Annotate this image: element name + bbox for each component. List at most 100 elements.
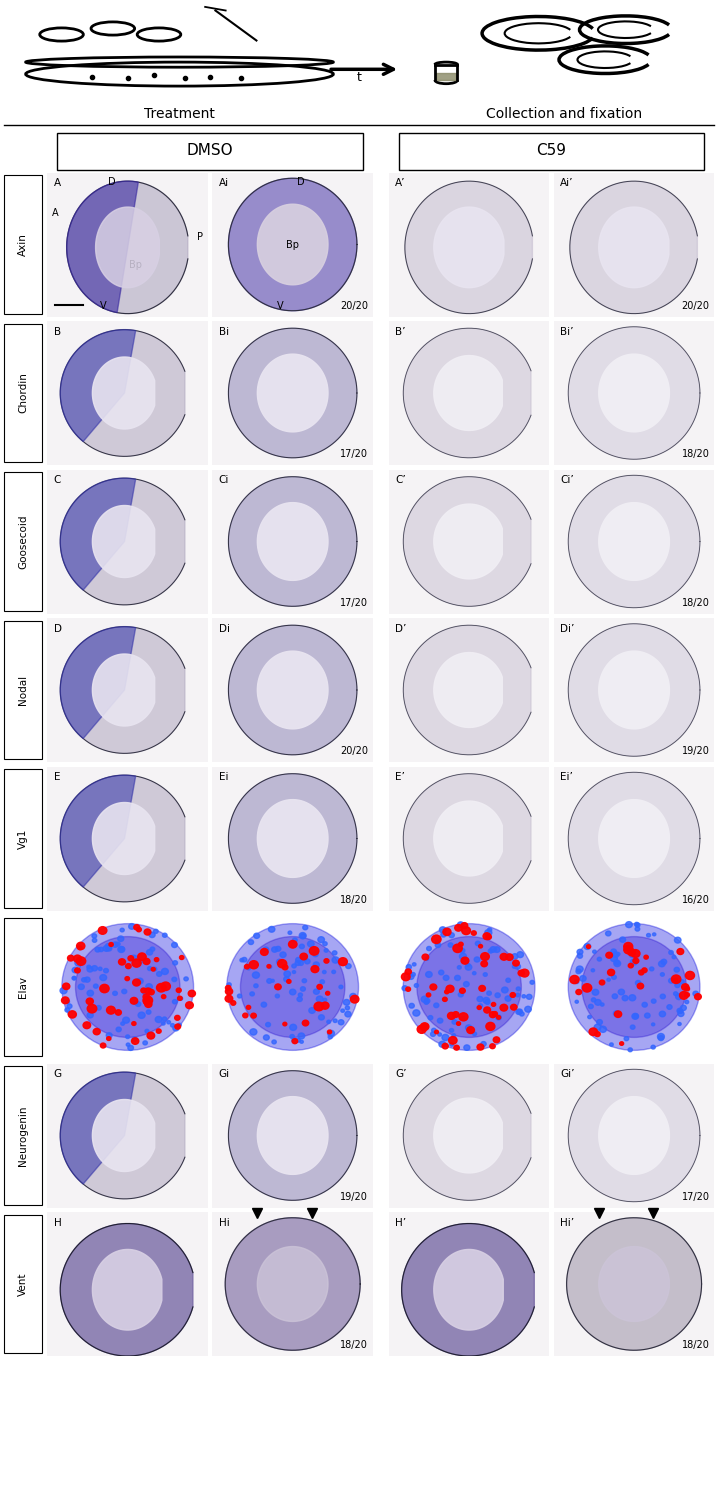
Circle shape: [154, 930, 158, 933]
Polygon shape: [257, 1246, 328, 1322]
Polygon shape: [60, 330, 136, 441]
Circle shape: [630, 954, 634, 957]
Circle shape: [230, 1000, 236, 1005]
Circle shape: [289, 940, 297, 948]
Circle shape: [588, 1005, 593, 1008]
Text: Bi: Bi: [219, 327, 229, 338]
Circle shape: [461, 1017, 465, 1020]
Polygon shape: [434, 801, 503, 876]
Circle shape: [188, 990, 195, 996]
Polygon shape: [599, 1246, 669, 1322]
Polygon shape: [401, 1224, 534, 1356]
Circle shape: [412, 963, 416, 966]
Circle shape: [438, 1034, 442, 1036]
Circle shape: [432, 1029, 436, 1032]
Circle shape: [251, 1013, 256, 1019]
Circle shape: [516, 993, 520, 998]
Circle shape: [75, 968, 80, 974]
Circle shape: [425, 957, 429, 960]
Circle shape: [506, 954, 513, 960]
Circle shape: [625, 921, 633, 927]
Circle shape: [474, 957, 480, 962]
Circle shape: [78, 946, 82, 950]
Text: 18/20: 18/20: [681, 448, 709, 459]
Bar: [398, 134, 704, 171]
Circle shape: [457, 1022, 460, 1026]
Circle shape: [138, 952, 146, 960]
Circle shape: [327, 1030, 335, 1036]
Circle shape: [118, 946, 125, 952]
Circle shape: [624, 1036, 629, 1041]
Circle shape: [633, 1014, 638, 1019]
Text: Gi’: Gi’: [560, 1070, 574, 1080]
Circle shape: [406, 987, 411, 992]
Ellipse shape: [241, 936, 345, 1038]
Circle shape: [668, 951, 673, 954]
Circle shape: [136, 1002, 141, 1007]
Circle shape: [457, 966, 461, 969]
Circle shape: [121, 1022, 124, 1026]
Polygon shape: [257, 1096, 328, 1174]
Bar: [4, 770, 42, 908]
Circle shape: [282, 964, 288, 970]
Text: DMSO: DMSO: [187, 142, 233, 158]
Circle shape: [125, 976, 129, 981]
Circle shape: [577, 950, 583, 954]
Circle shape: [592, 950, 596, 954]
Circle shape: [684, 993, 689, 998]
Circle shape: [612, 975, 616, 980]
Circle shape: [92, 934, 97, 938]
Circle shape: [275, 994, 279, 998]
Circle shape: [278, 960, 286, 968]
Polygon shape: [60, 776, 136, 886]
Circle shape: [248, 940, 253, 945]
Circle shape: [600, 1026, 607, 1032]
Circle shape: [421, 1023, 429, 1031]
Polygon shape: [93, 1100, 154, 1172]
Circle shape: [411, 972, 415, 976]
Text: G’: G’: [395, 1070, 406, 1080]
Circle shape: [651, 999, 656, 1004]
Circle shape: [292, 964, 297, 968]
Circle shape: [131, 956, 137, 962]
Circle shape: [300, 952, 307, 960]
Circle shape: [145, 1029, 149, 1033]
Circle shape: [134, 1000, 139, 1005]
Circle shape: [157, 1029, 161, 1033]
Circle shape: [301, 956, 307, 962]
Circle shape: [449, 1036, 457, 1044]
Polygon shape: [228, 1071, 357, 1200]
Circle shape: [253, 972, 259, 978]
Circle shape: [594, 1024, 601, 1030]
Circle shape: [517, 1010, 523, 1014]
Text: Treatment: Treatment: [144, 106, 215, 122]
Circle shape: [113, 992, 117, 996]
Circle shape: [632, 1014, 638, 1020]
Circle shape: [661, 994, 666, 999]
Circle shape: [149, 932, 155, 938]
Circle shape: [297, 998, 302, 1002]
Polygon shape: [60, 478, 136, 590]
Circle shape: [300, 934, 306, 939]
Polygon shape: [568, 772, 700, 904]
Circle shape: [452, 1020, 457, 1025]
Text: Bp: Bp: [286, 240, 299, 249]
Circle shape: [442, 998, 447, 1002]
Circle shape: [107, 1036, 111, 1041]
Circle shape: [120, 928, 124, 932]
Circle shape: [284, 976, 289, 981]
Circle shape: [465, 964, 472, 970]
Circle shape: [685, 987, 689, 992]
Circle shape: [325, 992, 330, 994]
Circle shape: [327, 1030, 332, 1033]
Circle shape: [311, 966, 319, 972]
Polygon shape: [93, 506, 154, 578]
Circle shape: [651, 1023, 655, 1026]
Circle shape: [513, 964, 516, 969]
Circle shape: [483, 998, 490, 1004]
Circle shape: [628, 963, 633, 968]
Ellipse shape: [62, 924, 194, 1050]
Circle shape: [642, 1002, 648, 1007]
Circle shape: [671, 975, 681, 984]
Circle shape: [441, 933, 446, 938]
